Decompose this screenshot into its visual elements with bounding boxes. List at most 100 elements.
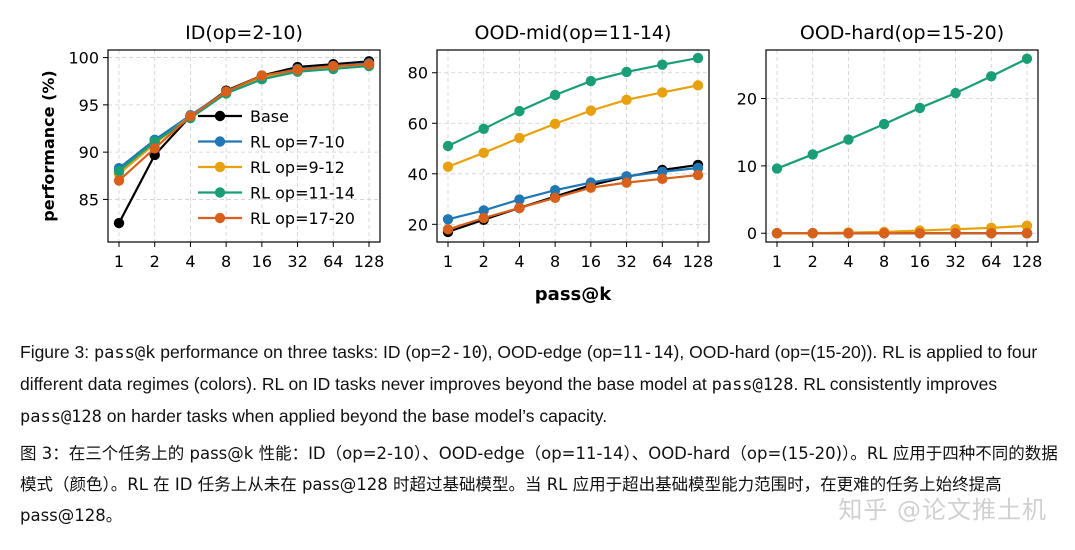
data-point xyxy=(692,80,704,91)
data-point xyxy=(442,214,454,225)
legend-item: RL op=17-20 xyxy=(198,209,355,228)
y-tick-label: 80 xyxy=(408,64,428,83)
y-axis-label: performance (%) xyxy=(39,70,58,221)
x-tick-label: 128 xyxy=(354,252,385,271)
y-tick-label: 100 xyxy=(68,49,99,68)
x-tick-label: 16 xyxy=(910,252,930,271)
caption-part2: ), OOD-edge (op= xyxy=(481,342,623,362)
data-point xyxy=(585,75,597,87)
x-tick-label: 2 xyxy=(479,252,489,271)
data-point xyxy=(914,228,926,239)
data-point xyxy=(950,87,961,99)
data-point xyxy=(363,58,375,70)
data-point xyxy=(657,59,668,70)
legend-item: RL op=7-10 xyxy=(198,133,345,152)
series-line xyxy=(118,63,370,182)
series-line xyxy=(118,64,370,172)
data-point xyxy=(986,228,997,239)
data-point xyxy=(292,64,303,76)
caption-range-edge: 11-14 xyxy=(622,343,674,363)
chart-panel-3: 1 2 4 8 16 32 64 128 0 10 20 OOD-hard(op=15-20) xyxy=(737,22,1043,271)
x-tick-label: 4 xyxy=(185,252,195,271)
data-point xyxy=(585,105,597,116)
series-rl-op-9-12 xyxy=(442,80,704,172)
series-line xyxy=(447,84,699,168)
data-point xyxy=(478,123,489,135)
x-tick-label: 128 xyxy=(1012,252,1043,271)
x-tick-label: 32 xyxy=(616,252,636,271)
legend-item: RL op=11-14 xyxy=(198,184,355,203)
caption-part4: . RL consistently improves xyxy=(793,374,998,394)
y-tick-label: 10 xyxy=(737,157,757,176)
legend-marker xyxy=(214,161,226,173)
x-tick-label: 16 xyxy=(252,252,272,271)
series-rl-op-11-14 xyxy=(771,53,1033,174)
caption-pass128-b: pass@128 xyxy=(20,407,102,427)
y-tick-label: 20 xyxy=(408,215,428,234)
legend-marker xyxy=(214,136,226,147)
x-tick-label: 1 xyxy=(772,252,782,271)
data-point xyxy=(478,147,489,159)
data-point xyxy=(807,149,818,160)
caption-prefix: Figure 3: xyxy=(20,342,94,362)
x-tick-label: 8 xyxy=(879,252,889,271)
data-point xyxy=(657,173,668,185)
series-rl-op-17-20 xyxy=(771,228,1033,239)
data-point xyxy=(986,71,997,82)
data-point xyxy=(878,228,890,239)
series-line xyxy=(447,166,699,221)
data-point xyxy=(621,66,632,78)
caption-part3: ), OOD-hard (op=(15-20)). RL is applied … xyxy=(20,342,1038,394)
panel-title: OOD-mid(op=11-14) xyxy=(475,22,672,44)
y-tick-label: 40 xyxy=(408,165,428,184)
x-tick-label: 2 xyxy=(150,252,160,271)
data-point xyxy=(113,217,125,229)
x-tick-label: 1 xyxy=(443,252,453,271)
watermark: 知乎 @论文推土机 xyxy=(838,496,1047,524)
x-tick-label: 128 xyxy=(683,252,714,271)
figure-panels: 1 2 4 8 16 32 64 128859095100ID(op=2-10)perform… xyxy=(39,22,1043,305)
data-point xyxy=(478,212,489,224)
data-point xyxy=(1021,228,1033,239)
x-tick-label: 64 xyxy=(323,252,343,271)
data-point xyxy=(442,140,454,152)
series-rl-op-17-20 xyxy=(113,58,375,186)
data-point xyxy=(692,52,704,64)
x-axis-label: pass@k xyxy=(535,284,612,305)
data-point xyxy=(950,228,961,239)
chart-panel-2: 1 2 4 8 16 32 64 128 20 40 60 80 OOD-mid(op=11-14) pa… xyxy=(408,22,714,305)
series-rl-op-11-14 xyxy=(442,52,704,152)
x-tick-label: 32 xyxy=(287,252,307,271)
data-point xyxy=(113,175,125,186)
caption-part5: on harder tasks when applied beyond the … xyxy=(101,406,608,426)
data-point xyxy=(514,105,525,117)
data-point xyxy=(843,134,854,145)
data-point xyxy=(478,205,489,216)
caption-passk: pass@k xyxy=(93,343,156,363)
y-tick-label: 0 xyxy=(747,224,757,243)
data-point xyxy=(185,111,196,122)
series-line xyxy=(776,57,1028,170)
x-tick-label: 1 xyxy=(114,252,124,271)
caption-part1: performance on three tasks: ID (op= xyxy=(155,342,441,362)
data-point xyxy=(514,132,525,144)
x-tick-label: 2 xyxy=(808,252,818,271)
caption-chinese: 图 3：在三个任务上的 pass@k 性能：ID（op=2-10）、OOD-ed… xyxy=(20,444,1058,525)
data-point xyxy=(113,165,125,177)
data-point xyxy=(514,194,525,205)
x-tick-label: 8 xyxy=(550,252,560,271)
legend-label: Base xyxy=(250,107,289,126)
data-point xyxy=(807,228,818,239)
y-tick-label: 20 xyxy=(737,90,757,109)
data-point xyxy=(149,143,160,154)
x-tick-label: 8 xyxy=(221,252,231,271)
data-point xyxy=(621,94,632,105)
data-point xyxy=(549,192,561,203)
data-point xyxy=(220,86,232,97)
series-rl-op-17-20 xyxy=(442,169,704,235)
legend-marker xyxy=(214,110,226,122)
panel-title: OOD-hard(op=15-20) xyxy=(800,22,1004,44)
caption-english: Figure 3: pass@k performance on three ta… xyxy=(20,337,1060,433)
data-point xyxy=(771,163,783,174)
data-point xyxy=(549,89,561,101)
